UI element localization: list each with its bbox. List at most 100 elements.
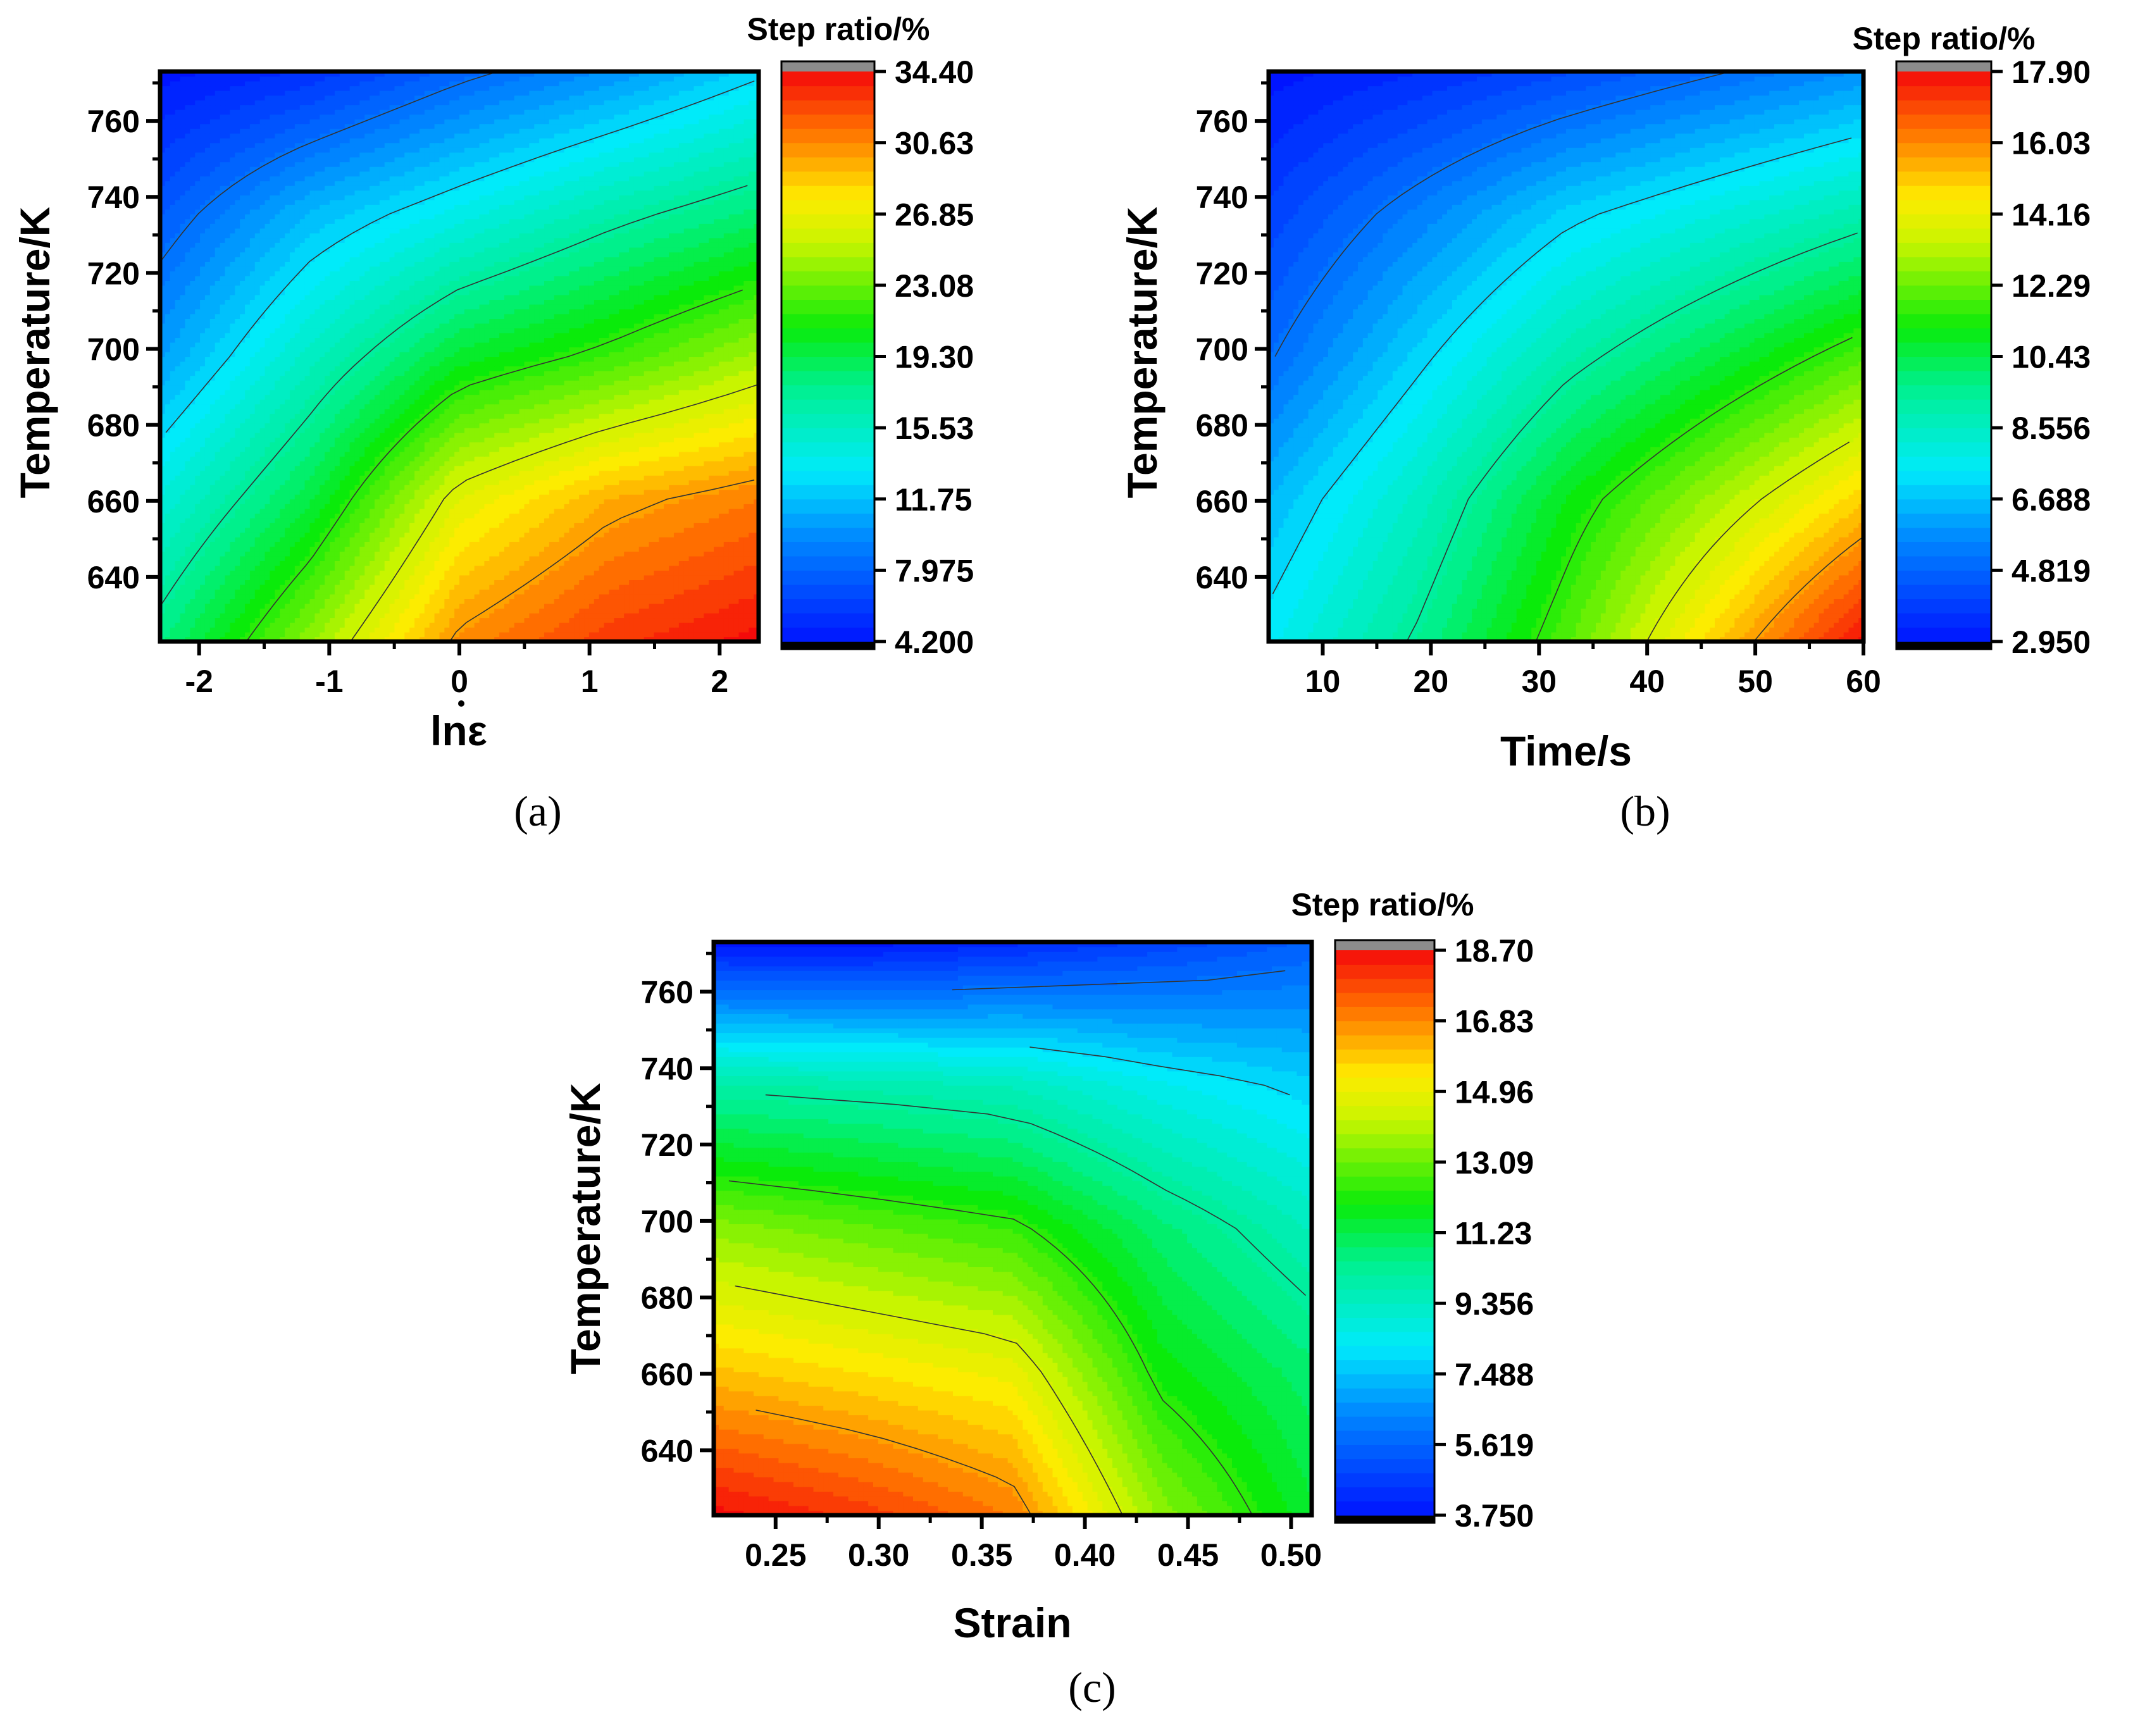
contour-cell [749,623,754,628]
contour-cell [544,627,549,632]
figure: -2 -1 0 1 2640660680700720740760lnεTemperatu… [0,0,2133,1736]
contour-cell [225,632,230,637]
contour-cell [260,608,265,613]
contour-cell [499,604,504,609]
contour-cell [210,617,215,623]
contour-cell [449,613,454,618]
contour-cell [395,623,400,628]
contour-cell [689,613,694,618]
contour-cell [305,617,310,623]
contour-cell [624,608,629,613]
contour-cell [619,632,624,637]
contour-cell [265,617,270,623]
contour-cell [364,623,370,628]
contour-cell [609,617,614,623]
contour-cell [215,632,220,637]
contour-cell [300,604,305,609]
contour-cell [439,608,444,613]
contour-cell [534,608,539,613]
contour-cell [280,627,285,632]
contour-cell [420,617,425,623]
contour-cell [594,623,599,628]
contour-cell [350,617,355,623]
contour-cell [679,608,684,613]
contour-cell [170,632,175,637]
contour-cell [444,604,449,609]
contour-cell [364,604,370,609]
contour-cell [689,617,694,623]
contour-cell [235,613,240,618]
contour-cell [738,632,743,637]
contour-cell [514,604,519,609]
contour-cell [200,632,205,637]
contour-cell [654,604,659,609]
contour-cell [395,617,400,623]
contour-cell [604,617,609,623]
contour-cell [414,617,420,623]
contour-cell [330,617,335,623]
contour-cell [390,604,395,609]
contour-cell [734,617,739,623]
contour-cell [654,623,659,628]
contour-cell [314,623,320,628]
contour-cell [414,613,420,618]
contour-cell [654,613,659,618]
contour-cell [489,627,494,632]
contour-cell [614,604,619,609]
contour-cell [225,627,230,632]
contour-cell [539,632,544,637]
contour-cell [230,627,235,632]
contour-cell [359,632,364,637]
contour-cell [390,613,395,618]
contour-cell [619,627,624,632]
contour-cell [654,617,659,623]
contour-cell [165,608,170,613]
contour-cell [225,604,230,609]
contour-cell [359,608,364,613]
contour-cell [714,613,719,618]
contour-cell [519,627,525,632]
contour-cell [584,632,589,637]
contour-cell [404,604,409,609]
contour-cell [300,627,305,632]
contour-cell [664,608,669,613]
contour-cell [200,598,205,604]
contour-cell [385,608,390,613]
contour-cell [285,632,290,637]
contour-cell [370,627,375,632]
contour-cell [295,627,300,632]
contour-cell [345,627,350,632]
contour-cell [634,623,639,628]
contour-cell [624,613,629,618]
contour-cell [514,627,519,632]
contour-cell [629,627,634,632]
contour-cell [175,598,180,604]
contour-cell [594,613,599,618]
contour-cell [509,623,514,628]
contour-cell [220,632,225,637]
contour-cell [499,613,504,618]
contour-cell [589,613,594,618]
contour-cell [215,604,220,609]
contour-cell [220,613,225,618]
contour-cell [529,604,534,609]
contour-cell [669,617,674,623]
contour-cell [504,617,509,623]
contour-cell [659,623,664,628]
contour-cell [280,613,285,618]
contour-cell [654,632,659,637]
contour-cell [385,627,390,632]
contour-cell [205,598,210,604]
contour-cell [375,627,380,632]
contour-cell [205,623,210,628]
contour-cell [390,623,395,628]
contour-cell [743,617,749,623]
contour-cell [265,604,270,609]
contour-cell [190,604,195,609]
contour-cell [300,632,305,637]
contour-cell [709,613,714,618]
contour-cell [449,627,454,632]
contour-cell [684,608,689,613]
contour-cell [738,613,743,618]
contour-cell [439,613,444,618]
